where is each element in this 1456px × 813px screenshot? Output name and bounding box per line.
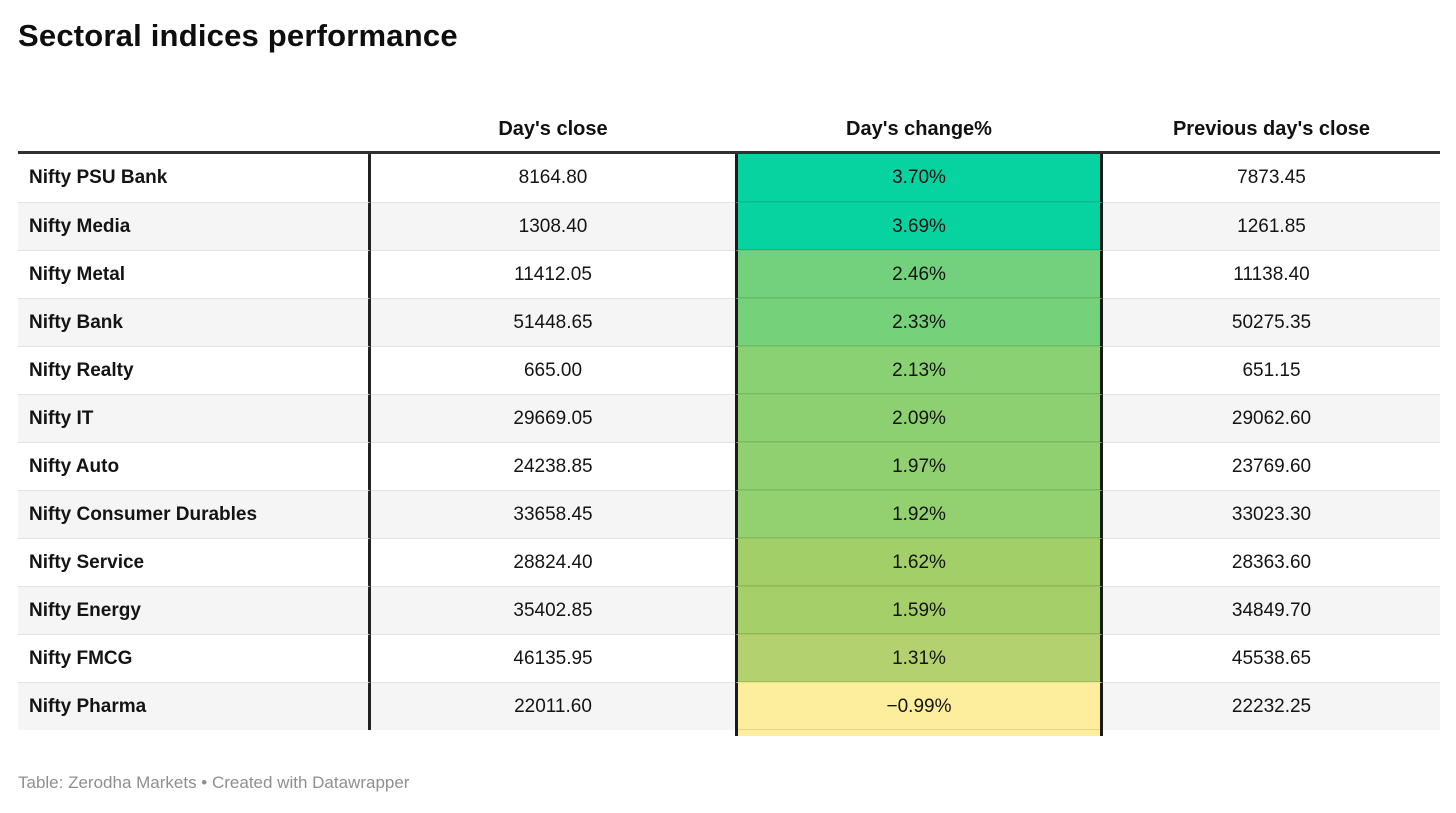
- days-change-value: 2.13%: [735, 346, 1103, 394]
- days-close-value: 51448.65: [371, 298, 735, 346]
- column-header-previous-days-close: Previous day's close: [1172, 118, 1371, 140]
- previous-close-value: 23769.60: [1103, 442, 1440, 490]
- row-label: Nifty Bank: [18, 298, 371, 346]
- row-label: Nifty Realty: [18, 346, 371, 394]
- row-label: Nifty FMCG: [18, 634, 371, 682]
- days-close-value: 24238.85: [371, 442, 735, 490]
- row-label: Nifty Media: [18, 202, 371, 250]
- days-change-value: 3.69%: [735, 202, 1103, 250]
- table-body: Nifty PSU Bank 8164.80 3.70% 7873.45 Nifty M…: [18, 154, 1440, 730]
- days-change-value: −0.99%: [735, 682, 1103, 730]
- table-row: Nifty Energy 35402.85 1.59% 34849.70: [18, 586, 1440, 634]
- change-column-extension: [735, 730, 1103, 736]
- table-row: Nifty PSU Bank 8164.80 3.70% 7873.45: [18, 154, 1440, 202]
- table-row: Nifty Service 28824.40 1.62% 28363.60: [18, 538, 1440, 586]
- table-row: Nifty Metal 11412.05 2.46% 11138.40: [18, 250, 1440, 298]
- row-label: Nifty Energy: [18, 586, 371, 634]
- table-row: Nifty Consumer Durables 33658.45 1.92% 3302…: [18, 490, 1440, 538]
- previous-close-value: 11138.40: [1103, 250, 1440, 298]
- days-close-value: 35402.85: [371, 586, 735, 634]
- days-close-value: 8164.80: [371, 154, 735, 202]
- days-close-value: 33658.45: [371, 490, 735, 538]
- previous-close-value: 50275.35: [1103, 298, 1440, 346]
- row-label: Nifty Pharma: [18, 682, 371, 730]
- days-change-value: 2.09%: [735, 394, 1103, 442]
- row-label: Nifty IT: [18, 394, 371, 442]
- row-label: Nifty Service: [18, 538, 371, 586]
- table-header-row: Day's close Day's change% Previous day's…: [18, 108, 1440, 154]
- previous-close-value: 45538.65: [1103, 634, 1440, 682]
- column-header-empty: [18, 141, 371, 151]
- sectoral-indices-table: Day's close Day's change% Previous day's…: [18, 108, 1440, 736]
- days-change-value: 1.97%: [735, 442, 1103, 490]
- previous-close-value: 34849.70: [1103, 586, 1440, 634]
- row-label: Nifty Metal: [18, 250, 371, 298]
- previous-close-value: 28363.60: [1103, 538, 1440, 586]
- page-title: Sectoral indices performance: [18, 18, 458, 53]
- row-label: Nifty PSU Bank: [18, 154, 371, 202]
- days-change-value: 1.62%: [735, 538, 1103, 586]
- table-row: Nifty Bank 51448.65 2.33% 50275.35: [18, 298, 1440, 346]
- previous-close-value: 29062.60: [1103, 394, 1440, 442]
- days-change-value: 2.46%: [735, 250, 1103, 298]
- days-change-value: 2.33%: [735, 298, 1103, 346]
- days-change-value: 1.31%: [735, 634, 1103, 682]
- attribution-footer: Table: Zerodha Markets • Created with Da…: [18, 773, 410, 792]
- table-row: Nifty Media 1308.40 3.69% 1261.85: [18, 202, 1440, 250]
- days-close-value: 46135.95: [371, 634, 735, 682]
- days-change-value: 1.92%: [735, 490, 1103, 538]
- row-label: Nifty Auto: [18, 442, 371, 490]
- previous-close-value: 1261.85: [1103, 202, 1440, 250]
- days-close-value: 1308.40: [371, 202, 735, 250]
- days-close-value: 22011.60: [371, 682, 735, 730]
- column-header-days-close: Day's close: [498, 118, 608, 140]
- table-row: Nifty Pharma 22011.60 −0.99% 22232.25: [18, 682, 1440, 730]
- table-row: Nifty FMCG 46135.95 1.31% 45538.65: [18, 634, 1440, 682]
- table-row: Nifty IT 29669.05 2.09% 29062.60: [18, 394, 1440, 442]
- previous-close-value: 22232.25: [1103, 682, 1440, 730]
- previous-close-value: 33023.30: [1103, 490, 1440, 538]
- days-close-value: 29669.05: [371, 394, 735, 442]
- row-label: Nifty Consumer Durables: [18, 490, 371, 538]
- days-close-value: 28824.40: [371, 538, 735, 586]
- days-change-value: 1.59%: [735, 586, 1103, 634]
- table-row: Nifty Realty 665.00 2.13% 651.15: [18, 346, 1440, 394]
- table-row: Nifty Auto 24238.85 1.97% 23769.60: [18, 442, 1440, 490]
- days-close-value: 11412.05: [371, 250, 735, 298]
- days-close-value: 665.00: [371, 346, 735, 394]
- column-header-days-change: Day's change%: [846, 118, 992, 140]
- previous-close-value: 7873.45: [1103, 154, 1440, 202]
- days-change-value: 3.70%: [735, 154, 1103, 202]
- previous-close-value: 651.15: [1103, 346, 1440, 394]
